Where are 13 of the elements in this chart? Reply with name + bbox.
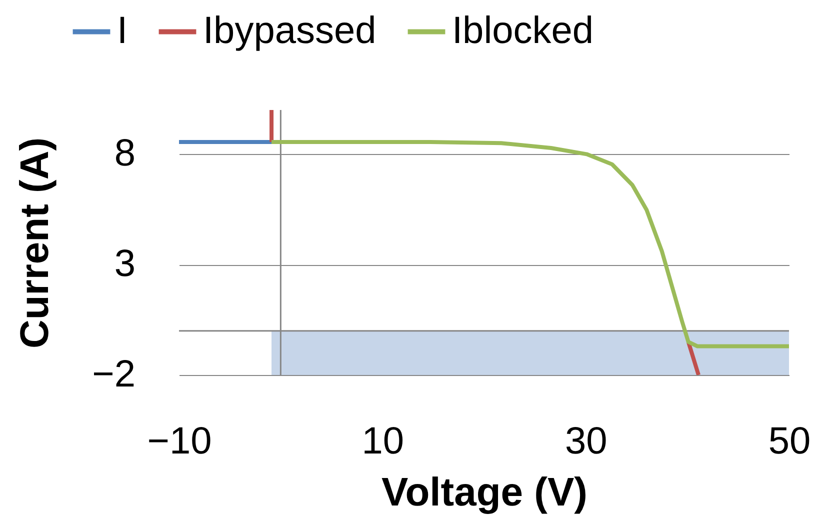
y-axis-title: Current (A) bbox=[13, 137, 58, 349]
x-tick-label: 10 bbox=[362, 420, 404, 462]
legend-label: Iblocked bbox=[452, 10, 594, 52]
y-tick-label: 3 bbox=[114, 243, 136, 286]
line-series bbox=[270, 140, 789, 348]
x-tick-label: −10 bbox=[147, 420, 212, 462]
legend-label: I bbox=[117, 10, 128, 52]
y-tick-label: −2 bbox=[92, 354, 136, 396]
x-axis-title: Voltage (V) bbox=[382, 470, 588, 514]
legend-label: Ibypassed bbox=[203, 10, 376, 52]
y-tick-label: 8 bbox=[114, 132, 136, 175]
x-tick-label: 50 bbox=[768, 420, 811, 462]
x-tick-label: 30 bbox=[565, 420, 608, 462]
